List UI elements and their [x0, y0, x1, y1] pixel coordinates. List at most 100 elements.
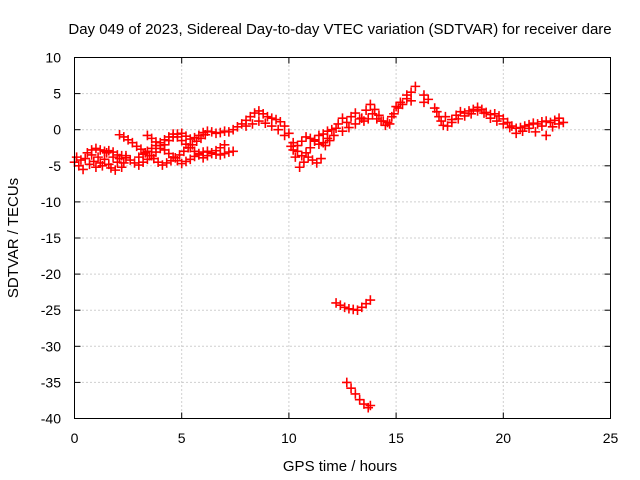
data-point: [228, 146, 238, 157]
data-point: [254, 116, 264, 126]
data-point: [136, 144, 146, 154]
data-point: [245, 111, 256, 122]
y-tick-label: -15: [41, 230, 61, 246]
data-point: [346, 111, 356, 122]
x-tick-label: 5: [178, 430, 186, 446]
data-point: [273, 124, 283, 135]
x-tick-label: 0: [71, 430, 79, 446]
data-point: [530, 127, 541, 137]
data-point: [558, 117, 569, 128]
data-point: [365, 295, 376, 305]
data-point: [498, 119, 509, 129]
data-point: [311, 158, 322, 168]
data-point: [547, 122, 558, 132]
y-tick-label: -10: [41, 194, 61, 210]
data-point: [466, 109, 476, 119]
data-point: [86, 145, 97, 155]
data-point: [99, 154, 110, 165]
data-point: [554, 119, 564, 129]
data-point: [206, 148, 217, 158]
plot-frame: [74, 57, 611, 419]
x-tick-label: 25: [603, 430, 619, 446]
data-point: [93, 152, 103, 162]
y-axis-label: SDTVAR / TECUs: [5, 178, 22, 298]
data-point: [288, 145, 298, 155]
data-point: [78, 164, 88, 175]
data-point: [337, 113, 348, 123]
data-point: [314, 130, 324, 141]
data-point: [318, 137, 329, 148]
data-point: [442, 121, 453, 131]
data-point: [202, 146, 213, 157]
data-point: [194, 148, 204, 159]
data-point: [361, 105, 371, 116]
data-point: [541, 116, 551, 126]
data-point: [369, 104, 380, 115]
data-point: [314, 139, 324, 149]
data-point: [172, 132, 183, 142]
data-point: [198, 127, 208, 138]
data-point: [174, 150, 185, 160]
data-point: [402, 90, 412, 100]
data-point: [97, 161, 108, 171]
data-point: [149, 153, 159, 164]
y-tick-label: -40: [41, 411, 61, 427]
data-point: [395, 97, 406, 108]
data-point: [455, 106, 466, 117]
data-point: [296, 136, 307, 147]
data-point: [322, 133, 333, 144]
data-point: [410, 81, 421, 92]
data-point: [485, 113, 496, 123]
y-tick-label: -35: [41, 374, 61, 390]
data-point: [391, 101, 401, 112]
data-point: [292, 140, 303, 151]
data-point: [329, 130, 339, 141]
y-tick-label: 10: [45, 50, 61, 66]
data-point: [299, 157, 309, 167]
data-point: [164, 148, 174, 159]
data-point: [333, 119, 344, 129]
data-point: [354, 394, 365, 405]
data-point: [361, 298, 371, 309]
data-point: [305, 142, 316, 153]
y-tick-label: 5: [53, 86, 61, 102]
data-point: [350, 389, 361, 399]
data-point: [356, 113, 367, 123]
data-point: [179, 146, 189, 157]
data-point: [146, 133, 157, 144]
data-point: [356, 302, 367, 313]
data-point: [341, 377, 352, 388]
data-point: [432, 106, 442, 117]
data-point: [159, 145, 170, 155]
data-point: [339, 302, 350, 313]
data-point: [511, 128, 521, 139]
data-point: [262, 111, 273, 122]
data-point: [359, 399, 369, 409]
data-point: [382, 117, 393, 128]
grid: [74, 57, 611, 419]
data-point: [502, 117, 513, 128]
x-tick-label: 15: [388, 430, 404, 446]
data-point: [181, 139, 191, 149]
data-point: [104, 145, 114, 156]
data-point: [290, 152, 301, 162]
y-tick-label: -5: [49, 158, 62, 174]
data-point: [215, 150, 226, 160]
data-point: [206, 127, 217, 137]
data-point: [155, 140, 166, 151]
data-point: [95, 145, 106, 155]
data-point: [472, 106, 483, 116]
data-point: [504, 122, 515, 133]
data-point: [219, 140, 230, 150]
data-point: [279, 121, 290, 131]
data-point: [492, 116, 502, 126]
data-point: [344, 122, 354, 133]
data-point: [110, 165, 121, 175]
data-point: [151, 137, 161, 147]
data-point: [350, 108, 361, 118]
data-point: [537, 121, 547, 131]
data-point: [219, 148, 230, 159]
data-point: [524, 123, 534, 134]
data-point: [127, 137, 138, 148]
